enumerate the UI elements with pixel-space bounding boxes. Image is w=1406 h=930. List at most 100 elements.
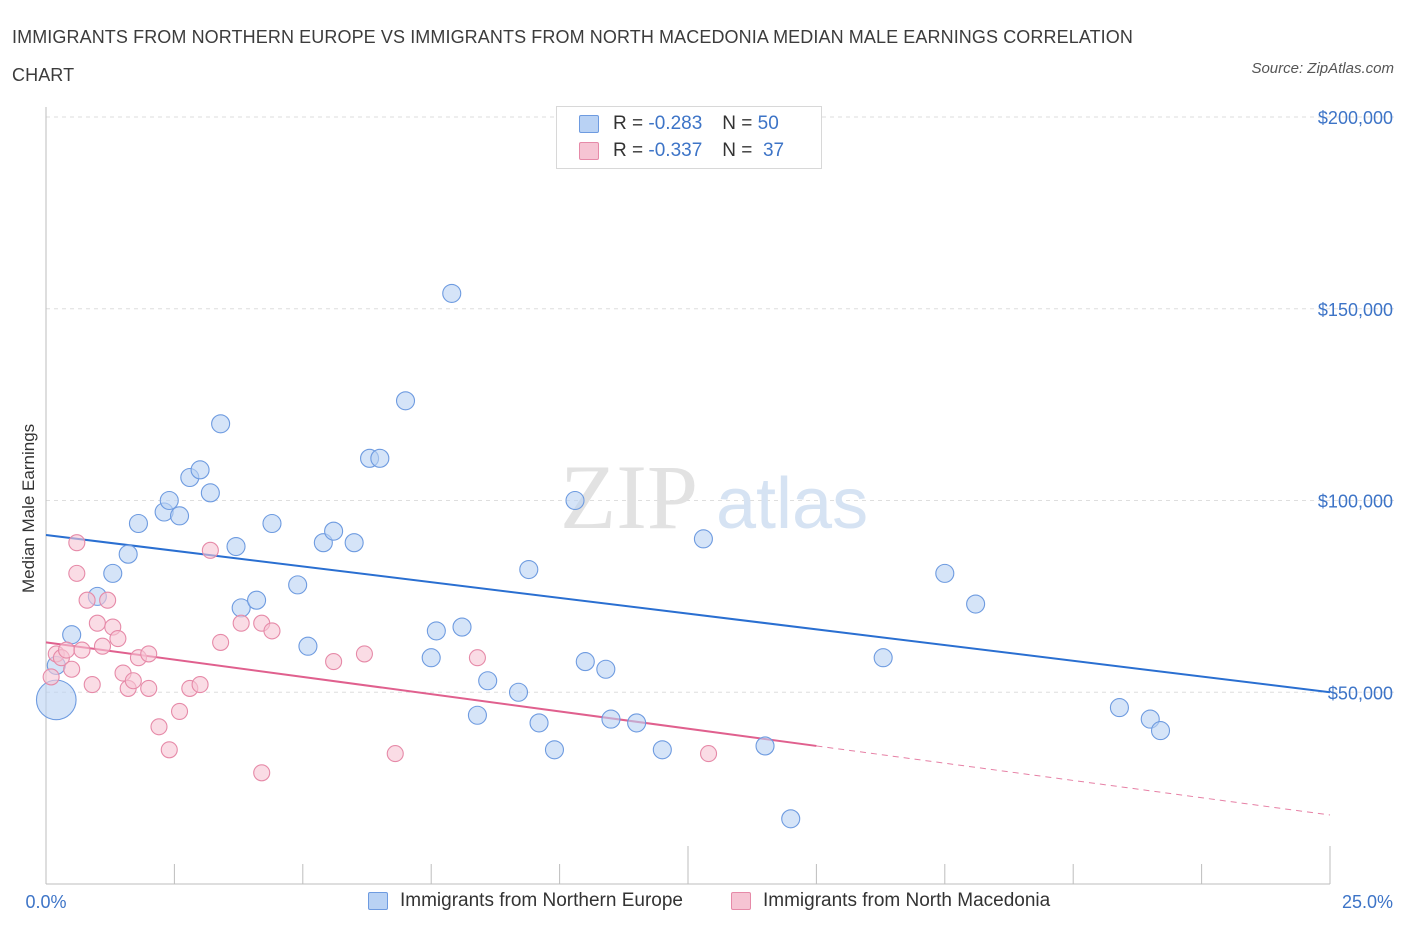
legend-r-label: R = [613,113,644,134]
point-northern-europe [421,648,441,668]
data-points [35,283,1171,829]
point-north-macedonia [355,645,373,663]
legend-item-north-macedonia: Immigrants from North Macedonia [731,888,1050,914]
point-northern-europe [190,460,210,480]
point-north-macedonia [57,641,76,659]
point-north-macedonia [109,630,127,648]
point-northern-europe [519,559,539,580]
point-northern-europe [565,490,585,511]
point-north-macedonia [83,676,101,694]
legend-series-label: Immigrants from Northern Europe [400,890,683,911]
point-northern-europe [211,414,231,434]
legend-r-value: -0.337 [648,140,703,161]
point-north-macedonia [93,637,112,655]
legend-n-value: 37 [762,140,785,161]
point-north-macedonia [386,745,404,763]
correlation-legend: R = -0.283 N = 50 R = -0.337 N = 37 [556,106,822,169]
point-northern-europe [755,736,775,756]
point-northern-europe [544,740,565,760]
point-northern-europe [118,544,138,564]
point-northern-europe [467,705,487,725]
point-north-macedonia [150,718,168,736]
point-north-macedonia [699,745,718,763]
legend-n-label: N = [722,113,753,134]
y-tick-label: $50,000 [1328,683,1393,703]
point-north-macedonia [253,764,271,782]
point-north-macedonia [160,741,178,759]
legend-row-north-macedonia: R = -0.337 N = 37 [579,139,784,163]
point-north-macedonia [140,679,158,697]
point-northern-europe [344,533,364,553]
point-north-macedonia [325,653,343,671]
y-tick-label: $100,000 [1318,492,1393,512]
point-northern-europe [627,713,647,733]
legend-r-label: R = [613,140,644,161]
point-north-macedonia [99,591,117,609]
axes [45,107,1331,885]
point-north-macedonia [468,649,486,667]
point-north-macedonia [63,660,81,678]
point-northern-europe [693,529,713,549]
point-northern-europe [452,617,472,637]
point-northern-europe [169,506,190,526]
point-northern-europe [1109,698,1129,718]
y-axis-label: Median Male Earnings [19,424,38,593]
legend-row-northern-europe: R = -0.283 N = 50 [579,112,779,136]
point-northern-europe [781,809,801,829]
point-northern-europe [508,682,529,702]
point-northern-europe [442,283,462,303]
trend-lines [45,534,1331,816]
x-tick-label: 25.0% [1342,892,1393,912]
point-north-macedonia [263,622,281,640]
point-northern-europe [200,483,220,503]
x-tick-label: 0.0% [25,892,66,912]
trend-line-north-macedonia [45,641,817,747]
trend-line-north-macedonia-extension [816,745,1331,816]
point-northern-europe [601,709,621,729]
legend-item-northern-europe: Immigrants from Northern Europe [368,888,683,914]
legend-series-label: Immigrants from North Macedonia [763,890,1051,911]
legend-swatch-blue [579,115,599,133]
legend-swatch-pink [731,892,751,910]
point-north-macedonia [201,541,219,559]
chart-title: IMMIGRANTS FROM NORTHERN EUROPE VS IMMIG… [12,27,1133,85]
point-northern-europe [370,448,390,468]
point-north-macedonia [68,564,86,582]
point-northern-europe [35,679,77,721]
point-north-macedonia [191,676,209,694]
point-north-macedonia [88,614,106,632]
legend-n-label: N = [722,140,753,161]
point-northern-europe [298,636,318,656]
point-northern-europe [935,563,955,583]
point-northern-europe [247,590,267,610]
source-label: Source: ZipAtlas.com [1251,60,1394,77]
watermark: ZIP atlas [560,446,868,548]
point-northern-europe [966,594,986,614]
y-tick-label: $200,000 [1318,108,1393,128]
point-north-macedonia [170,702,189,720]
tick-labels: $50,000 $100,000 $150,000 $200,000 0.0% 25.0% [25,108,1393,912]
point-northern-europe [652,740,672,760]
point-northern-europe [288,575,308,595]
point-northern-europe [159,490,179,511]
legend-swatch-pink [579,142,599,160]
point-north-macedonia [212,633,230,651]
point-northern-europe [324,521,344,541]
point-northern-europe [575,652,595,672]
point-northern-europe [226,536,246,557]
point-northern-europe [873,648,893,668]
point-northern-europe [103,563,123,583]
y-tick-label: $150,000 [1318,300,1393,320]
point-north-macedonia [78,591,96,609]
legend-r-value: -0.283 [648,113,703,134]
point-northern-europe [262,513,282,534]
point-north-macedonia [42,668,60,686]
point-northern-europe [1150,721,1171,741]
point-north-macedonia [73,641,91,659]
point-northern-europe [478,671,498,691]
point-northern-europe [395,391,416,411]
trend-line-northern-europe [45,534,1331,694]
point-north-macedonia [68,534,86,552]
point-northern-europe [62,625,82,645]
